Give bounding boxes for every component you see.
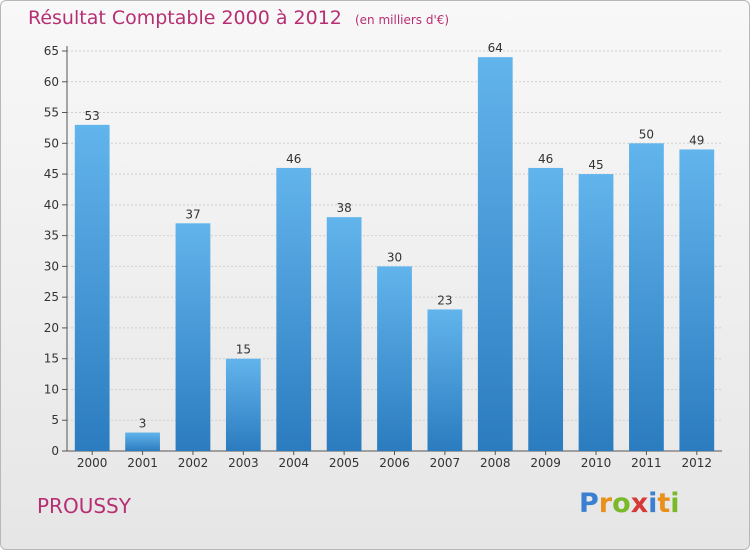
bar <box>326 217 362 451</box>
logo-letter: r <box>598 488 613 519</box>
data-label: 49 <box>689 133 704 147</box>
data-label: 46 <box>538 152 553 166</box>
bar <box>477 57 513 452</box>
bar <box>175 223 211 451</box>
proxiti-logo[interactable]: Proxiti <box>579 488 680 519</box>
y-tick-label: 35 <box>44 229 59 243</box>
data-label: 3 <box>139 417 147 431</box>
data-label: 46 <box>286 152 301 166</box>
y-tick-label: 25 <box>44 290 59 304</box>
x-tick-label: 2000 <box>77 456 108 470</box>
x-tick-label: 2012 <box>682 456 713 470</box>
y-tick-label: 45 <box>44 167 59 181</box>
commune-name: PROUSSY <box>37 494 131 518</box>
y-tick-label: 5 <box>51 413 59 427</box>
x-tick-label: 2009 <box>530 456 561 470</box>
y-tick-label: 60 <box>44 75 59 89</box>
chart-subtitle: (en milliers d'€) <box>354 13 450 27</box>
x-tick-label: 2003 <box>228 456 259 470</box>
logo-letter: x <box>630 488 649 519</box>
bar <box>528 167 564 451</box>
x-tick-label: 2010 <box>581 456 612 470</box>
x-tick-label: 2006 <box>379 456 410 470</box>
logo-letter: i <box>648 488 658 519</box>
bar <box>377 266 412 451</box>
bar <box>125 432 160 451</box>
y-tick-label: 30 <box>44 259 59 273</box>
data-label: 64 <box>488 41 503 55</box>
x-tick-label: 2011 <box>631 456 662 470</box>
y-tick-label: 40 <box>44 198 59 212</box>
x-tick-label: 2005 <box>329 456 360 470</box>
y-tick-label: 65 <box>44 44 59 58</box>
data-label: 45 <box>588 158 603 172</box>
x-tick-label: 2001 <box>127 456 158 470</box>
title-row: Résultat Comptable 2000 à 2012 (en milli… <box>28 7 449 29</box>
y-tick-label: 0 <box>51 444 59 458</box>
y-tick-label: 55 <box>44 106 59 120</box>
data-label: 50 <box>639 127 654 141</box>
data-label: 15 <box>236 343 251 357</box>
x-tick-label: 2008 <box>480 456 511 470</box>
bar <box>427 309 463 451</box>
data-label: 38 <box>336 201 351 215</box>
data-label: 37 <box>185 207 200 221</box>
logo-letter: t <box>657 488 671 519</box>
logo-letter: P <box>579 488 599 519</box>
bar <box>74 124 110 451</box>
bar <box>578 174 614 452</box>
y-tick-label: 50 <box>44 136 59 150</box>
y-tick-label: 20 <box>44 321 59 335</box>
bar <box>225 358 261 451</box>
bar <box>629 143 664 452</box>
bar <box>679 149 715 451</box>
x-tick-label: 2007 <box>430 456 461 470</box>
data-label: 23 <box>437 293 452 307</box>
y-tick-label: 15 <box>44 352 59 366</box>
data-label: 53 <box>85 109 100 123</box>
x-tick-label: 2004 <box>278 456 309 470</box>
y-tick-label: 10 <box>44 382 59 396</box>
bar <box>276 167 312 451</box>
x-tick-label: 2002 <box>178 456 209 470</box>
logo-letter: o <box>612 488 631 519</box>
data-label: 30 <box>387 250 402 264</box>
chart-title: Résultat Comptable 2000 à 2012 <box>28 7 342 29</box>
logo-letter: i <box>670 488 680 519</box>
